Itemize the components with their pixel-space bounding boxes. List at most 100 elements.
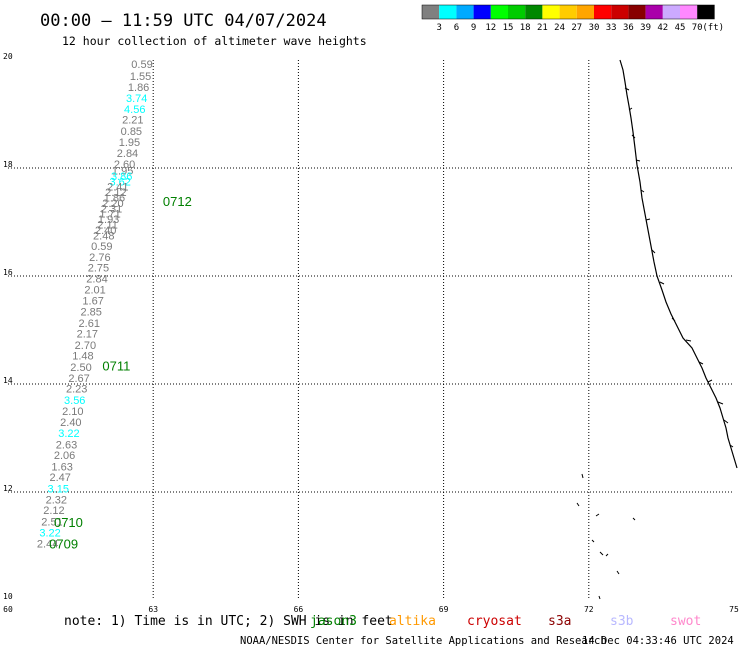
footer-note: note: 1) Time is in UTC; 2) SWH is in fe…: [64, 614, 393, 629]
colorbar-frame: [421, 4, 715, 20]
colorbar-label: 6: [454, 23, 459, 33]
swh-value-label: 2.51: [41, 516, 62, 528]
swh-value-label: 3.62: [110, 176, 131, 188]
colorbar-swatch: [559, 5, 577, 19]
pass-time-labels: 0712 0711 0710 0709: [49, 194, 192, 552]
x-tick-label: 66: [294, 605, 304, 614]
colorbar-label: 30: [589, 23, 600, 33]
satellite-legend-item: s3b: [610, 614, 634, 629]
swh-value-label: 1.63: [51, 461, 72, 473]
swh-value-label: 2.50: [70, 362, 91, 374]
swh-value-label: 2.06: [54, 450, 75, 462]
swh-value-label: 2.75: [88, 263, 109, 275]
swh-value-label: 1.86: [104, 192, 125, 204]
swh-value-label: 2.44: [37, 539, 58, 551]
satellite-legend-item: swot: [670, 614, 701, 629]
swh-value-label: 2.32: [46, 494, 67, 506]
colorbar-label: 9: [471, 23, 476, 33]
swh-value-label: 2.61: [79, 318, 100, 330]
pass-time-label: 0709: [49, 537, 78, 552]
swh-value-label: 0.85: [121, 126, 142, 138]
colorbar-label: 18: [520, 23, 531, 33]
pass-time-label: 0712: [163, 194, 192, 209]
colorbar-swatch: [422, 5, 440, 19]
swh-value-label: 2.60: [114, 159, 135, 171]
colorbar-swatch: [576, 5, 594, 19]
colorbar-label: 39: [640, 23, 651, 33]
swh-value-label: 1.55: [130, 71, 151, 83]
swh-value-label: 3.15: [48, 484, 69, 496]
colorbar-swatch: [628, 5, 646, 19]
y-tick-label: 12: [3, 484, 13, 493]
gridlines: [8, 60, 734, 600]
footer-timestamp: 14 Dec 04:33:46 UTC 2024: [582, 635, 734, 647]
colorbar-label: 70: [692, 23, 703, 33]
x-tick-label: 60: [3, 605, 13, 614]
coastline: [576, 59, 738, 600]
swh-value-label: 2.70: [75, 340, 96, 352]
islands: [576, 473, 636, 600]
pass-time-label: 0711: [102, 359, 130, 374]
swh-value-label: 2.85: [80, 306, 101, 318]
swh-value-label: 2.11: [97, 219, 118, 231]
swh-value-label: 0.59: [91, 241, 112, 253]
colorbar-label: 15: [503, 23, 514, 33]
swh-value-label: 2.23: [66, 384, 87, 396]
swh-value-label: 2.12: [105, 187, 126, 199]
colorbar-swatch: [645, 5, 663, 19]
swh-value-label: 2.40: [95, 225, 116, 237]
colorbar-swatch: [473, 5, 491, 19]
colorbar-swatch: [662, 5, 680, 19]
footer-credit: NOAA/NESDIS Center for Satellite Applica…: [240, 635, 607, 647]
colorbar-label: 27: [571, 23, 582, 33]
satellite-legend-item: altika: [389, 614, 436, 629]
y-tick-label: 18: [3, 160, 13, 169]
swh-value-label: 3.22: [39, 527, 60, 539]
colorbar-swatch: [611, 5, 629, 19]
swh-value-label: 2.84: [86, 273, 107, 285]
y-tick-label: 14: [3, 376, 13, 385]
swh-value-label: 2.41: [107, 182, 128, 194]
colorbar-swatch: [490, 5, 508, 19]
colorbar-swatch: [456, 5, 474, 19]
colorbar-unit: (ft): [702, 23, 724, 33]
axis-tick-labels: 60 63 66 69 72 75 10 12 14 16 18 20: [3, 52, 739, 614]
swh-value-label: 1.48: [72, 351, 93, 363]
swh-value-label: 2.76: [89, 252, 110, 264]
coastline-path: [619, 59, 738, 469]
swh-value-label: 2.21: [122, 115, 143, 127]
swh-value-label: 1.67: [82, 296, 103, 308]
satellite-legend-item: jason3: [310, 614, 357, 629]
colorbar-label: 33: [606, 23, 617, 33]
swh-value-label: 1.93: [98, 214, 119, 226]
colorbar-label: 12: [485, 23, 496, 33]
swh-value-label: 1.71: [99, 209, 120, 221]
swh-value-label: 4.56: [124, 104, 145, 116]
swh-value-label: 1.95: [119, 137, 140, 149]
colorbar-label: 36: [623, 23, 634, 33]
pass-time-label: 0710: [54, 515, 83, 530]
swh-value-label: 2.20: [102, 198, 123, 210]
swh-data-labels: 0.591.551.863.744.562.210.851.952.842.60…: [37, 59, 153, 551]
colorbar-label: 45: [675, 23, 686, 33]
swh-value-label: 0.59: [131, 59, 152, 71]
swh-value-label: 1.95: [112, 165, 133, 177]
satellite-legend-item: s3a: [548, 614, 571, 629]
swh-value-label: 2.84: [117, 148, 138, 160]
swh-value-label: 3.56: [64, 395, 85, 407]
swh-value-label: 2.10: [62, 406, 83, 418]
swh-value-label: 3.74: [126, 93, 147, 105]
x-tick-label: 69: [439, 605, 449, 614]
colorbar-swatch: [680, 5, 698, 19]
colorbar-swatch: [594, 5, 612, 19]
satellite-legend-item: cryosat: [467, 614, 522, 629]
y-tick-label: 20: [3, 52, 13, 61]
swh-value-label: 2.12: [43, 505, 64, 517]
map-title: 00:00 – 11:59 UTC 04/07/2024: [40, 11, 327, 31]
swh-value-label: 3.86: [111, 171, 132, 183]
x-tick-label: 75: [729, 605, 739, 614]
swh-value-label: 2.67: [68, 373, 89, 385]
colorbar-label: 24: [554, 23, 565, 33]
coastline-jags: [624, 87, 734, 448]
